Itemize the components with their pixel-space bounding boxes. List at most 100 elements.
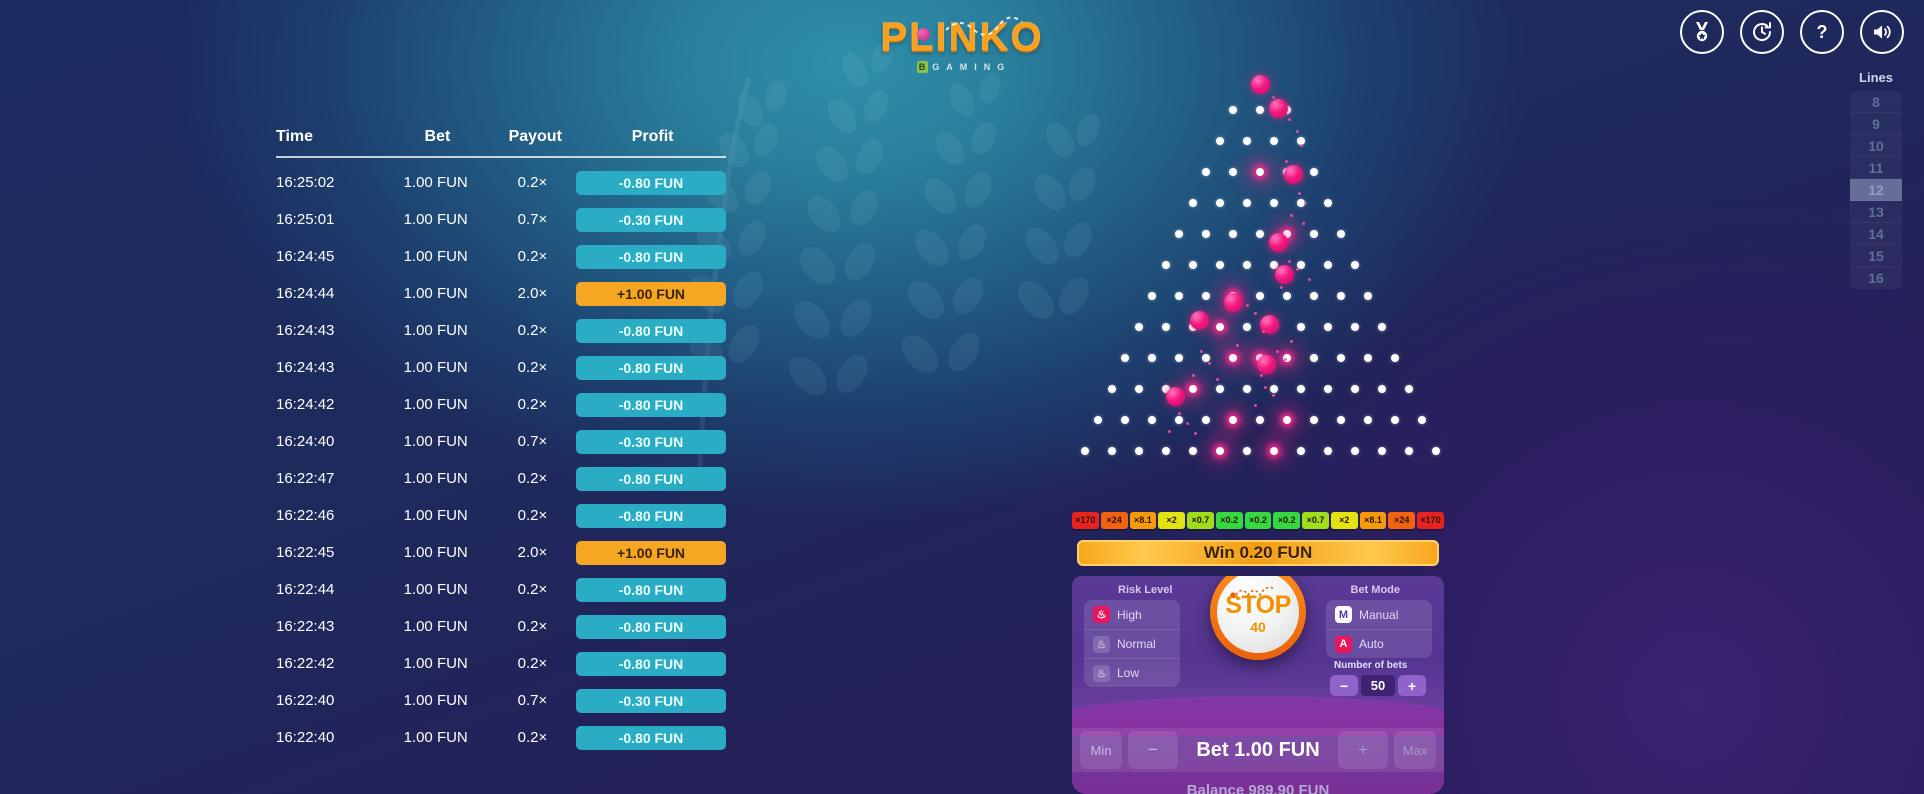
cell-time: 16:24:45 <box>276 248 335 265</box>
profit-badge: -0.30 FUN <box>576 688 726 713</box>
cell-bet: 1.00 FUN <box>403 655 468 672</box>
trajectory-icon <box>1230 586 1274 598</box>
table-row: 16:24:43 1.00 FUN 0.2× -0.80 FUN <box>276 349 726 386</box>
peg <box>1202 416 1210 424</box>
peg <box>1364 354 1372 362</box>
peg <box>1256 292 1264 300</box>
lines-option-13[interactable]: 13 <box>1850 201 1902 223</box>
profit-badge: -0.80 FUN <box>576 577 726 602</box>
table-row: 16:24:42 1.00 FUN 0.2× -0.80 FUN <box>276 386 726 423</box>
peg <box>1283 354 1291 362</box>
column-header-time: Time <box>276 128 314 145</box>
peg <box>1202 168 1210 176</box>
cell-bet: 1.00 FUN <box>403 470 468 487</box>
cell-time: 16:24:40 <box>276 433 335 450</box>
peg <box>1323 385 1332 393</box>
lines-option-10[interactable]: 10 <box>1850 135 1902 157</box>
history-icon[interactable] <box>1740 10 1784 54</box>
risk-option-high[interactable]: ♨ High <box>1084 600 1180 629</box>
profit-badge: -0.80 FUN <box>576 651 726 676</box>
cell-payout: 0.2× <box>517 396 548 413</box>
bet-min-button[interactable]: Min <box>1080 731 1122 769</box>
peg <box>1296 323 1305 331</box>
stop-button[interactable]: STOP 40 <box>1210 576 1306 660</box>
bet-mode-option-auto[interactable]: A Auto <box>1326 629 1432 658</box>
profit-badge: -0.80 FUN <box>576 614 726 639</box>
spark-particle <box>1290 214 1293 217</box>
cell-payout: 0.2× <box>517 618 548 635</box>
peg <box>1161 261 1170 269</box>
bet-mode-card: M Manual A Auto Number of bets − 50 + <box>1326 600 1432 696</box>
risk-level-card: ♨ High ♨ Normal ♨ Low <box>1084 600 1180 687</box>
cell-profit: -0.80 FUN <box>576 614 726 639</box>
plinko-ball <box>1269 99 1288 118</box>
bet-decrement-button[interactable]: − <box>1128 731 1178 769</box>
logo-sub-letter: N <box>983 62 992 72</box>
logo-trajectory-icon <box>945 16 1023 36</box>
logo-sub-letter: G <box>932 62 941 72</box>
profit-badge: -0.30 FUN <box>576 207 726 232</box>
risk-option-normal[interactable]: ♨ Normal <box>1084 629 1180 658</box>
multiplier-bucket-8: ×0.7 <box>1302 512 1329 529</box>
cell-profit: -0.30 FUN <box>576 207 726 232</box>
spark-particle <box>1280 286 1283 289</box>
lines-option-11[interactable]: 11 <box>1850 157 1902 179</box>
peg <box>1202 292 1210 300</box>
cell-bet: 1.00 FUN <box>403 692 468 709</box>
spark-particle <box>1285 160 1288 163</box>
peg <box>1094 416 1102 424</box>
peg <box>1337 354 1345 362</box>
bet-mode-option-manual[interactable]: M Manual <box>1326 600 1432 629</box>
peg <box>1148 416 1156 424</box>
spark-particle <box>1264 386 1267 389</box>
cell-payout: 0.7× <box>517 211 548 228</box>
lines-option-12[interactable]: 12 <box>1850 179 1902 201</box>
sound-icon[interactable] <box>1860 10 1904 54</box>
lines-option-14[interactable]: 14 <box>1850 223 1902 245</box>
cell-time: 16:24:42 <box>276 396 335 413</box>
bet-history-table: Time Bet Payout Profit 16:25:02 1.00 FUN 0… <box>276 128 726 756</box>
peg <box>1350 323 1359 331</box>
spark-particle <box>1302 222 1305 225</box>
logo-sub-letter: I <box>974 62 978 72</box>
cell-bet: 1.00 FUN <box>403 248 468 265</box>
help-icon[interactable]: ? <box>1800 10 1844 54</box>
peg <box>1134 323 1143 331</box>
manual-badge-icon: M <box>1335 606 1352 623</box>
auto-badge-icon: A <box>1335 635 1352 653</box>
column-header-payout: Payout <box>508 128 562 145</box>
profit-badge: +1.00 FUN <box>576 281 726 306</box>
peg <box>1296 447 1305 455</box>
risk-option-low[interactable]: ♨ Low <box>1084 658 1180 687</box>
peg <box>1283 416 1291 424</box>
bet-max-button[interactable]: Max <box>1394 731 1436 769</box>
peg <box>1404 385 1413 393</box>
lines-option-8[interactable]: 8 <box>1850 91 1902 113</box>
lines-option-9[interactable]: 9 <box>1850 113 1902 135</box>
peg <box>1377 385 1386 393</box>
lines-option-15[interactable]: 15 <box>1850 245 1902 267</box>
bet-amount-value[interactable]: Bet 1.00 FUN <box>1196 738 1320 761</box>
number-of-bets-value[interactable]: 50 <box>1361 675 1395 696</box>
bet-increment-button[interactable]: + <box>1338 731 1388 769</box>
peg <box>1175 292 1183 300</box>
profit-badge: -0.80 FUN <box>576 466 726 491</box>
table-row: 16:22:40 1.00 FUN 0.2× -0.80 FUN <box>276 719 726 756</box>
peg <box>1148 354 1156 362</box>
logo-ball-icon <box>917 28 930 41</box>
medal-icon[interactable] <box>1680 10 1724 54</box>
profit-badge: -0.30 FUN <box>576 429 726 454</box>
lines-label: Lines <box>1859 70 1893 85</box>
lines-option-16[interactable]: 16 <box>1850 267 1902 289</box>
cell-time: 16:24:43 <box>276 359 335 376</box>
panel-body: Risk Level ♨ High ♨ Normal ♨ Low Bet Mod… <box>1072 576 1444 794</box>
peg <box>1310 292 1318 300</box>
number-of-bets-decrement[interactable]: − <box>1330 675 1358 696</box>
table-row: 16:25:01 1.00 FUN 0.7× -0.30 FUN <box>276 201 726 238</box>
cell-profit: -0.80 FUN <box>576 170 726 195</box>
number-of-bets-increment[interactable]: + <box>1398 675 1426 696</box>
number-of-bets-stepper: − 50 + <box>1330 675 1426 696</box>
cell-payout: 2.0× <box>517 544 548 561</box>
spark-particle <box>1300 144 1303 147</box>
peg <box>1296 385 1305 393</box>
